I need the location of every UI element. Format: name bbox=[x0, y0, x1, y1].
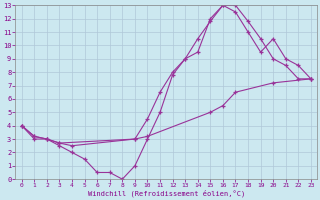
X-axis label: Windchill (Refroidissement éolien,°C): Windchill (Refroidissement éolien,°C) bbox=[88, 190, 245, 197]
